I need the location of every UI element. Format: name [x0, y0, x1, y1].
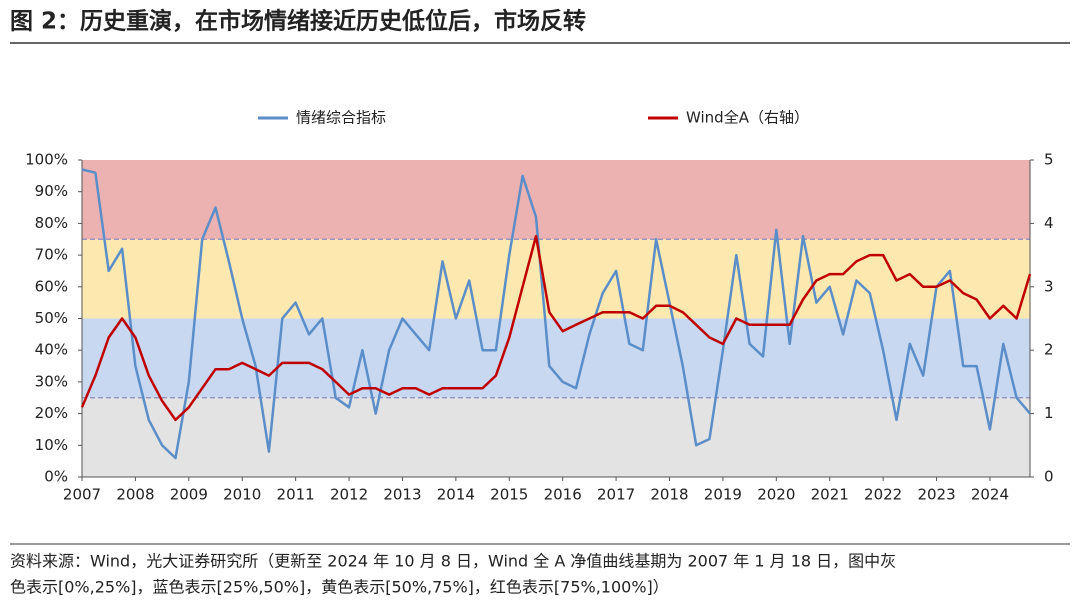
band [82, 397, 1030, 477]
y-tick-label: 100% [25, 151, 68, 169]
band [82, 160, 1030, 240]
x-tick-label: 2019 [704, 486, 742, 504]
y-tick-label: 40% [35, 341, 68, 359]
x-tick-label: 2012 [330, 486, 368, 504]
band [82, 239, 1030, 319]
y-tick-label: 80% [35, 214, 68, 232]
y2-tick-label: 2 [1044, 341, 1054, 359]
x-tick-label: 2023 [917, 486, 955, 504]
x-tick-label: 2021 [811, 486, 849, 504]
legend-label: Wind全A（右轴） [686, 109, 809, 127]
y-tick-label: 70% [35, 246, 68, 264]
series-line [81, 168, 1031, 460]
x-tick-label: 2020 [757, 486, 795, 504]
x-tick-label: 2016 [544, 486, 582, 504]
y2-tick-label: 4 [1044, 214, 1054, 232]
x-tick-label: 2011 [277, 486, 315, 504]
y-tick-label: 10% [35, 436, 68, 454]
y-tick-label: 20% [35, 404, 68, 422]
x-tick-label: 2015 [490, 486, 528, 504]
legend-label: 情绪综合指标 [296, 109, 386, 127]
x-tick-label: 2007 [63, 486, 101, 504]
y2-tick-label: 1 [1044, 404, 1054, 422]
x-tick-label: 2022 [864, 486, 902, 504]
x-tick-label: 2009 [170, 486, 208, 504]
y-tick-label: 0% [44, 468, 68, 486]
source-note: 资料来源：Wind，光大证券研究所（更新至 2024 年 10 月 8 日，Wi… [10, 552, 896, 571]
y2-tick-label: 5 [1044, 151, 1054, 169]
band [82, 318, 1030, 398]
x-tick-label: 2010 [223, 486, 261, 504]
x-tick-label: 2014 [437, 486, 475, 504]
y-tick-label: 60% [35, 277, 68, 295]
y-tick-label: 30% [35, 372, 68, 390]
series-line [80, 234, 1032, 422]
y2-tick-label: 0 [1044, 468, 1054, 486]
x-tick-label: 2008 [116, 486, 154, 504]
x-tick-label: 2013 [383, 486, 421, 504]
x-tick-label: 2017 [597, 486, 635, 504]
y-tick-label: 50% [35, 309, 68, 327]
source-note: 色表示[0%,25%]，蓝色表示[25%,50%]，黄色表示[50%,75%]，… [10, 578, 669, 597]
x-tick-label: 2018 [650, 486, 688, 504]
y-tick-label: 90% [35, 182, 68, 200]
y2-tick-label: 3 [1044, 277, 1054, 295]
chart-title: 图 2：历史重演，在市场情绪接近历史低位后，市场反转 [10, 8, 586, 35]
x-tick-label: 2024 [971, 486, 1009, 504]
